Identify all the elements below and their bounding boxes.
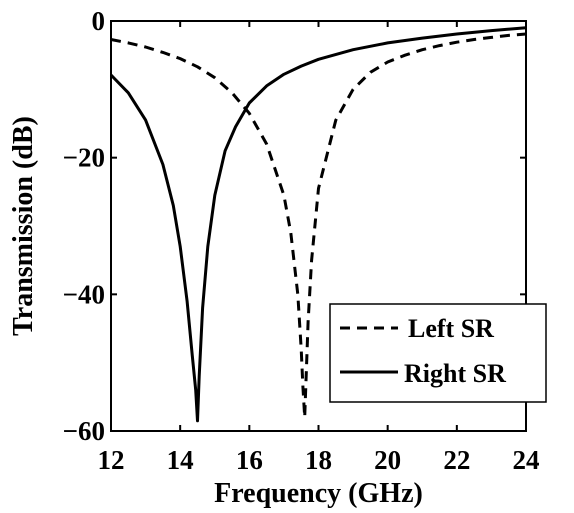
- x-tick-label: 16: [236, 445, 263, 475]
- x-axis-title: Frequency (GHz): [214, 478, 423, 509]
- legend-label-left-sr: Left SR: [408, 314, 494, 343]
- y-tick-label: −60: [63, 416, 105, 446]
- legend-label-right-sr: Right SR: [404, 359, 506, 388]
- y-tick-label: 0: [92, 6, 106, 36]
- x-tick-label: 20: [374, 445, 401, 475]
- x-tick-label: 24: [513, 445, 540, 475]
- axis-ticks: 12 14 16 18 20 22 24 0 −20 −40 −60: [63, 6, 540, 475]
- series-lines: [109, 26, 527, 423]
- series-line-left-sr: [110, 32, 527, 419]
- x-tick-label: 14: [167, 445, 194, 475]
- legend: Left SR Right SR: [329, 303, 547, 403]
- series-line-right-sr: [109, 26, 527, 423]
- y-axis-title: Transmission (dB): [8, 116, 39, 336]
- y-tick-label: −20: [63, 143, 105, 173]
- legend-box: [329, 303, 547, 403]
- x-tick-label: 12: [98, 445, 125, 475]
- x-tick-label: 18: [305, 445, 332, 475]
- y-tick-label: −40: [63, 279, 105, 309]
- x-tick-label: 22: [443, 445, 470, 475]
